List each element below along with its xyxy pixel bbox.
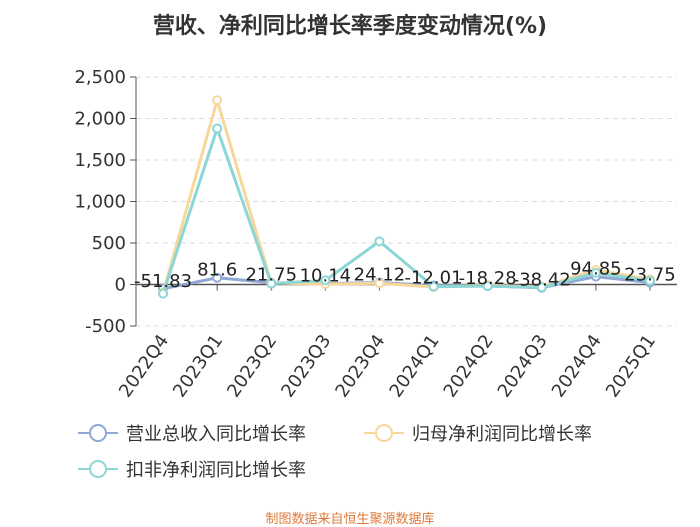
series-1-point [212,95,223,106]
series-2-point [266,278,277,289]
y-tick-label: -500 [85,316,126,337]
series-line-2 [161,126,651,295]
series-2-point [428,281,439,292]
y-tick-label: 2,500 [74,67,126,88]
x-tick-label: 2024Q4 [548,331,606,402]
chart-title: 营收、净利同比增长率季度变动情况(%) [152,14,548,39]
series-line-1 [161,98,651,294]
x-tick-label: 2023Q1 [169,331,227,402]
data-label: 94.85 [570,259,622,280]
data-label: -12.01 [405,267,463,288]
y-tick-label: 1,500 [74,150,126,171]
data-label: -51.83 [134,271,192,292]
x-tick-label: 2024Q3 [494,331,552,402]
data-label: 81.6 [197,260,237,281]
y-tick-label: 0 [115,275,126,296]
series-0-point [212,272,223,283]
data-label: 24.12 [354,264,406,285]
x-tick-label: 2023Q2 [223,331,281,402]
series-2-point [536,282,547,293]
x-tick-label: 2023Q4 [331,331,389,402]
x-tick-label: 2023Q3 [277,331,335,402]
series-2-point [212,123,223,134]
series-2-point [644,275,655,286]
legend-revenue-icon [78,423,118,443]
y-tick-label: 500 [92,233,126,254]
series-1-point [374,278,385,289]
legend-item-deducted-profit[interactable]: 扣非净利润同比增长率 [78,456,306,482]
data-label: -18.28 [459,268,517,289]
series-2-point [320,275,331,286]
x-tick-label: 2022Q4 [115,331,173,402]
series-2-point [158,288,169,299]
legend-item-net-profit[interactable]: 归母净利润同比增长率 [364,420,592,446]
legend-net-profit-icon [364,423,404,443]
legend-deducted-profit-icon [78,459,118,479]
legend-label: 营业总收入同比增长率 [126,424,306,445]
data-label: 21.75 [245,265,297,286]
legend-item-revenue[interactable]: 营业总收入同比增长率 [78,420,306,446]
series-2-point [590,267,601,278]
y-tick-label: 2,000 [74,109,126,130]
series-2-point [374,236,385,247]
x-tick-label: 2024Q2 [440,331,498,402]
x-tick-label: 2025Q1 [602,331,660,402]
data-label: 23.75 [624,265,676,286]
legend-label: 扣非净利润同比增长率 [126,460,306,481]
data-label: -38.42 [513,270,571,291]
legend-label: 归母净利润同比增长率 [412,424,592,445]
series-2-point [482,281,493,292]
data-label: 10.14 [300,266,352,287]
y-tick-label: 1,000 [74,192,126,213]
x-tick-label: 2024Q1 [385,331,443,402]
data-source-note: 制图数据来自恒生聚源数据库 [265,512,435,527]
